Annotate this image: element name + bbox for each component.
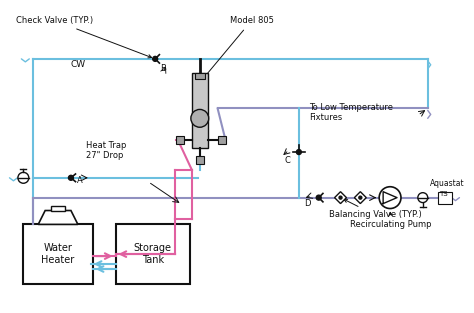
- Bar: [116, 224, 190, 284]
- Circle shape: [153, 56, 158, 61]
- Text: Model 805: Model 805: [202, 16, 273, 80]
- Circle shape: [191, 110, 209, 127]
- Text: Water
Heater: Water Heater: [41, 243, 75, 265]
- Circle shape: [418, 193, 428, 203]
- Bar: [176, 136, 184, 144]
- Circle shape: [379, 187, 401, 208]
- Text: A: A: [77, 176, 82, 185]
- Text: B: B: [160, 64, 166, 73]
- Text: To Low Temperature
Fixtures: To Low Temperature Fixtures: [309, 103, 393, 122]
- Text: Heat Trap
27" Drop: Heat Trap 27" Drop: [86, 141, 126, 160]
- Text: C: C: [284, 156, 290, 165]
- Polygon shape: [38, 211, 78, 224]
- Circle shape: [68, 175, 73, 180]
- Text: CW: CW: [71, 60, 86, 69]
- Bar: [23, 224, 93, 284]
- Text: D: D: [304, 198, 310, 208]
- Text: Storage
Tank: Storage Tank: [134, 243, 172, 265]
- Text: TS: TS: [438, 191, 447, 197]
- Text: Check Valve (TYP.): Check Valve (TYP.): [17, 16, 152, 58]
- Text: Balancing Valve (TYP.): Balancing Valve (TYP.): [328, 199, 421, 219]
- Bar: [51, 206, 65, 211]
- Circle shape: [18, 172, 29, 183]
- Polygon shape: [355, 192, 366, 203]
- Bar: [195, 73, 205, 79]
- Circle shape: [339, 196, 342, 199]
- Text: Recirculating Pump: Recirculating Pump: [350, 213, 432, 229]
- Bar: [196, 156, 204, 164]
- Polygon shape: [335, 192, 346, 203]
- Circle shape: [296, 150, 301, 155]
- Circle shape: [316, 195, 321, 200]
- Circle shape: [359, 196, 362, 199]
- Bar: [192, 73, 208, 148]
- Text: Aquastat: Aquastat: [430, 179, 465, 188]
- Bar: [438, 192, 452, 203]
- Bar: [218, 136, 226, 144]
